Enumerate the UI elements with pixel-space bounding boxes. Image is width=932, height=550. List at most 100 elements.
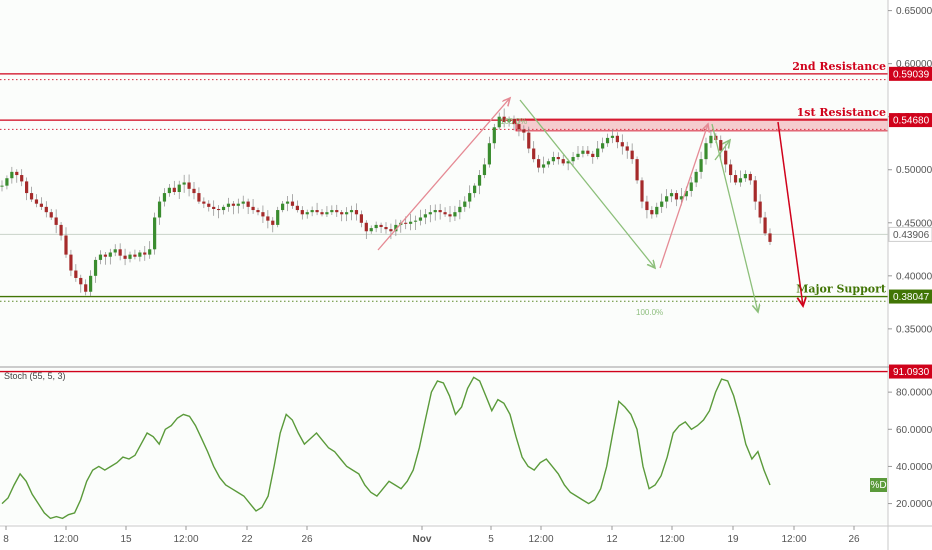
price-panel-bg bbox=[0, 0, 888, 366]
candle bbox=[271, 217, 275, 233]
candle bbox=[640, 177, 644, 209]
time-tick-label: 12:00 bbox=[53, 534, 78, 545]
current-price-label: 0.43906 bbox=[893, 230, 930, 241]
candle-body bbox=[138, 252, 142, 257]
candle bbox=[448, 205, 452, 223]
candle-body bbox=[497, 116, 501, 128]
candle-body bbox=[128, 254, 132, 259]
price-panel bbox=[0, 0, 889, 366]
candle bbox=[645, 195, 649, 219]
stoch-tick-label: 80.0000 bbox=[896, 388, 932, 399]
candle-body bbox=[241, 201, 245, 204]
candle bbox=[655, 202, 659, 218]
candle-body bbox=[349, 210, 354, 213]
candle bbox=[64, 227, 68, 258]
candle bbox=[123, 248, 127, 266]
candle bbox=[571, 151, 575, 167]
candle bbox=[487, 136, 491, 168]
candle bbox=[241, 195, 245, 209]
level-name-label: 1st Resistance bbox=[797, 106, 886, 119]
candle-body bbox=[645, 201, 649, 211]
candle bbox=[212, 200, 216, 216]
candle-body bbox=[438, 210, 442, 213]
candle-body bbox=[0, 185, 4, 187]
projection-arrow bbox=[714, 140, 730, 161]
candle-body bbox=[541, 164, 546, 168]
candle bbox=[369, 225, 373, 234]
candle-body bbox=[133, 254, 137, 257]
candle-body bbox=[551, 157, 555, 162]
candle bbox=[49, 208, 53, 220]
candle bbox=[753, 176, 757, 210]
projection-arrow bbox=[777, 121, 803, 306]
candle bbox=[413, 215, 418, 230]
candle bbox=[537, 154, 541, 173]
candle-body bbox=[29, 193, 34, 200]
candle bbox=[541, 156, 546, 174]
candle-body bbox=[487, 143, 491, 165]
candle bbox=[251, 199, 255, 214]
candle bbox=[463, 196, 467, 212]
candle bbox=[39, 197, 43, 210]
candle-body bbox=[625, 146, 629, 151]
candle bbox=[738, 170, 743, 187]
candle bbox=[591, 150, 595, 164]
candle-body bbox=[49, 212, 53, 218]
candle-body bbox=[162, 193, 167, 202]
stoch-top-label: 91.0930 bbox=[893, 367, 930, 378]
candle bbox=[615, 132, 619, 149]
candle-body bbox=[315, 210, 319, 213]
candle-body bbox=[108, 252, 112, 257]
candle-body bbox=[177, 184, 181, 193]
candle-body bbox=[84, 284, 88, 292]
candle-body bbox=[359, 214, 363, 223]
candle bbox=[374, 221, 378, 233]
candle-body bbox=[620, 142, 624, 147]
candle-body bbox=[694, 171, 698, 183]
candle bbox=[394, 219, 398, 237]
candle bbox=[300, 206, 304, 220]
candle bbox=[276, 206, 280, 228]
candle bbox=[709, 129, 713, 148]
candle bbox=[507, 116, 511, 127]
candle-body bbox=[20, 175, 24, 182]
candle bbox=[98, 250, 103, 265]
candle-body bbox=[758, 201, 762, 218]
candle bbox=[172, 180, 176, 195]
candle-body bbox=[512, 118, 516, 125]
candle bbox=[482, 158, 487, 179]
candle bbox=[719, 135, 723, 159]
candle-body bbox=[581, 150, 585, 154]
candle-body bbox=[93, 259, 98, 276]
candle-body bbox=[448, 214, 452, 217]
candle-body bbox=[345, 212, 349, 215]
candle bbox=[517, 120, 521, 137]
candle bbox=[295, 200, 299, 213]
candle-body bbox=[74, 270, 78, 278]
level-price-label: 0.38047 bbox=[893, 292, 930, 303]
candle-body bbox=[369, 228, 373, 232]
candle-body bbox=[226, 203, 231, 207]
candle-body bbox=[729, 164, 733, 176]
price-tick-label: 0.65000 bbox=[896, 6, 932, 17]
candle bbox=[29, 186, 34, 203]
candle bbox=[468, 185, 472, 209]
candle bbox=[118, 243, 122, 261]
stoch-panel: Stoch (55, 5, 3) bbox=[0, 368, 888, 524]
candle-body bbox=[113, 249, 117, 253]
candle bbox=[349, 205, 354, 221]
candle-body bbox=[507, 118, 511, 122]
candle bbox=[177, 180, 181, 200]
candle-body bbox=[271, 220, 275, 225]
candle-body bbox=[256, 210, 260, 213]
candle bbox=[763, 211, 767, 236]
price-tick-label: 0.40000 bbox=[896, 271, 932, 282]
candle bbox=[315, 202, 319, 216]
candle bbox=[192, 181, 196, 200]
candle bbox=[261, 205, 265, 223]
candle-body bbox=[374, 224, 378, 229]
stoch-line bbox=[1, 376, 771, 520]
candle bbox=[25, 177, 29, 201]
candle-body bbox=[748, 173, 752, 181]
